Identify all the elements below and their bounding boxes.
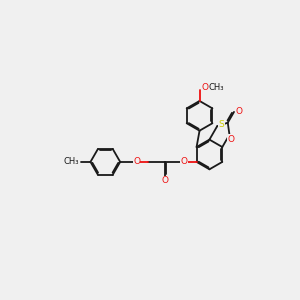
Text: CH₃: CH₃ (64, 158, 79, 166)
Text: O: O (133, 158, 140, 166)
Text: O: O (201, 83, 208, 92)
Text: O: O (228, 135, 235, 144)
Text: O: O (161, 176, 168, 185)
Text: O: O (181, 158, 188, 166)
Text: O: O (235, 107, 242, 116)
Text: CH₃: CH₃ (208, 83, 224, 92)
Text: S: S (218, 120, 224, 129)
